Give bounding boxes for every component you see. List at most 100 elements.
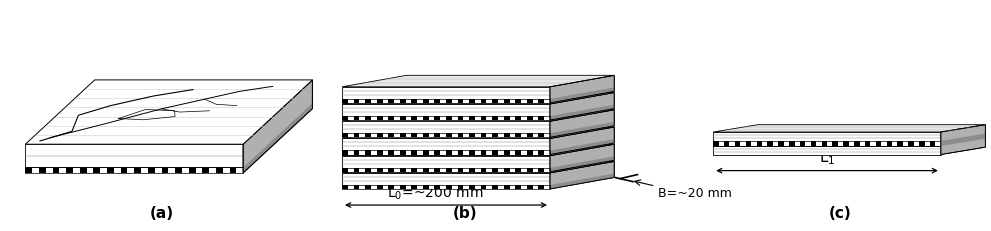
Polygon shape xyxy=(440,168,446,172)
Polygon shape xyxy=(342,121,550,133)
Polygon shape xyxy=(550,175,614,187)
Polygon shape xyxy=(550,105,614,117)
Polygon shape xyxy=(411,116,417,120)
Polygon shape xyxy=(550,174,614,186)
Polygon shape xyxy=(940,136,985,144)
Polygon shape xyxy=(405,150,411,155)
Polygon shape xyxy=(550,125,614,136)
Polygon shape xyxy=(342,138,550,150)
Polygon shape xyxy=(550,140,614,152)
Polygon shape xyxy=(394,133,399,137)
Polygon shape xyxy=(550,89,614,101)
Polygon shape xyxy=(550,140,614,151)
Polygon shape xyxy=(243,106,312,170)
Polygon shape xyxy=(756,141,762,146)
Polygon shape xyxy=(940,137,985,144)
Polygon shape xyxy=(550,91,614,102)
Polygon shape xyxy=(86,167,93,173)
Polygon shape xyxy=(53,167,59,173)
Polygon shape xyxy=(544,185,550,189)
Polygon shape xyxy=(243,107,312,171)
Polygon shape xyxy=(377,150,383,155)
Polygon shape xyxy=(366,168,371,172)
Polygon shape xyxy=(550,89,614,100)
Polygon shape xyxy=(714,141,718,146)
Polygon shape xyxy=(236,167,243,173)
Polygon shape xyxy=(811,141,817,146)
Polygon shape xyxy=(550,176,614,188)
Polygon shape xyxy=(550,106,614,118)
Polygon shape xyxy=(940,135,985,143)
Polygon shape xyxy=(243,108,312,173)
Polygon shape xyxy=(487,150,493,155)
Polygon shape xyxy=(550,89,614,101)
Polygon shape xyxy=(550,176,614,188)
Polygon shape xyxy=(515,150,521,155)
Polygon shape xyxy=(550,160,614,171)
Polygon shape xyxy=(371,133,377,137)
Polygon shape xyxy=(475,168,481,172)
Polygon shape xyxy=(243,104,312,168)
Polygon shape xyxy=(940,137,985,144)
Polygon shape xyxy=(550,160,614,171)
Text: L$_1$: L$_1$ xyxy=(819,149,835,167)
Polygon shape xyxy=(550,123,614,134)
Polygon shape xyxy=(360,99,366,103)
Polygon shape xyxy=(394,185,399,189)
Polygon shape xyxy=(550,106,614,117)
Polygon shape xyxy=(475,150,481,155)
Text: B=~20 mm: B=~20 mm xyxy=(658,187,731,200)
Polygon shape xyxy=(434,133,440,137)
Polygon shape xyxy=(243,107,312,171)
Polygon shape xyxy=(550,159,614,171)
Polygon shape xyxy=(550,108,614,119)
Polygon shape xyxy=(148,167,155,173)
Polygon shape xyxy=(550,142,614,153)
Polygon shape xyxy=(243,108,312,172)
Polygon shape xyxy=(550,157,614,168)
Polygon shape xyxy=(366,185,371,189)
Polygon shape xyxy=(550,174,614,186)
Polygon shape xyxy=(446,168,452,172)
Polygon shape xyxy=(550,124,614,135)
Polygon shape xyxy=(469,116,475,120)
Polygon shape xyxy=(550,176,614,188)
Polygon shape xyxy=(446,150,452,155)
Polygon shape xyxy=(434,168,440,172)
Polygon shape xyxy=(550,158,614,170)
Polygon shape xyxy=(107,167,114,173)
Polygon shape xyxy=(493,116,497,120)
Polygon shape xyxy=(354,116,360,120)
Polygon shape xyxy=(388,133,394,137)
Polygon shape xyxy=(909,141,914,146)
Polygon shape xyxy=(940,136,985,144)
Polygon shape xyxy=(509,168,515,172)
Polygon shape xyxy=(440,116,446,120)
Text: L$_0$=~200 mm: L$_0$=~200 mm xyxy=(387,185,484,202)
Polygon shape xyxy=(550,161,614,189)
Polygon shape xyxy=(550,105,614,116)
Polygon shape xyxy=(940,138,985,146)
Polygon shape xyxy=(243,107,312,171)
Polygon shape xyxy=(550,107,614,119)
Polygon shape xyxy=(100,167,107,173)
Polygon shape xyxy=(827,141,832,146)
Polygon shape xyxy=(452,168,458,172)
Polygon shape xyxy=(243,107,312,172)
Polygon shape xyxy=(550,176,614,188)
Polygon shape xyxy=(940,136,985,143)
Polygon shape xyxy=(493,168,497,172)
Polygon shape xyxy=(550,176,614,187)
Polygon shape xyxy=(550,122,614,134)
Polygon shape xyxy=(550,140,614,151)
Polygon shape xyxy=(469,185,475,189)
Polygon shape xyxy=(423,185,429,189)
Polygon shape xyxy=(544,116,550,120)
Polygon shape xyxy=(550,160,614,172)
Polygon shape xyxy=(66,167,73,173)
Polygon shape xyxy=(550,124,614,135)
Polygon shape xyxy=(475,99,481,103)
Polygon shape xyxy=(550,125,614,137)
Polygon shape xyxy=(342,133,348,137)
Polygon shape xyxy=(497,116,503,120)
